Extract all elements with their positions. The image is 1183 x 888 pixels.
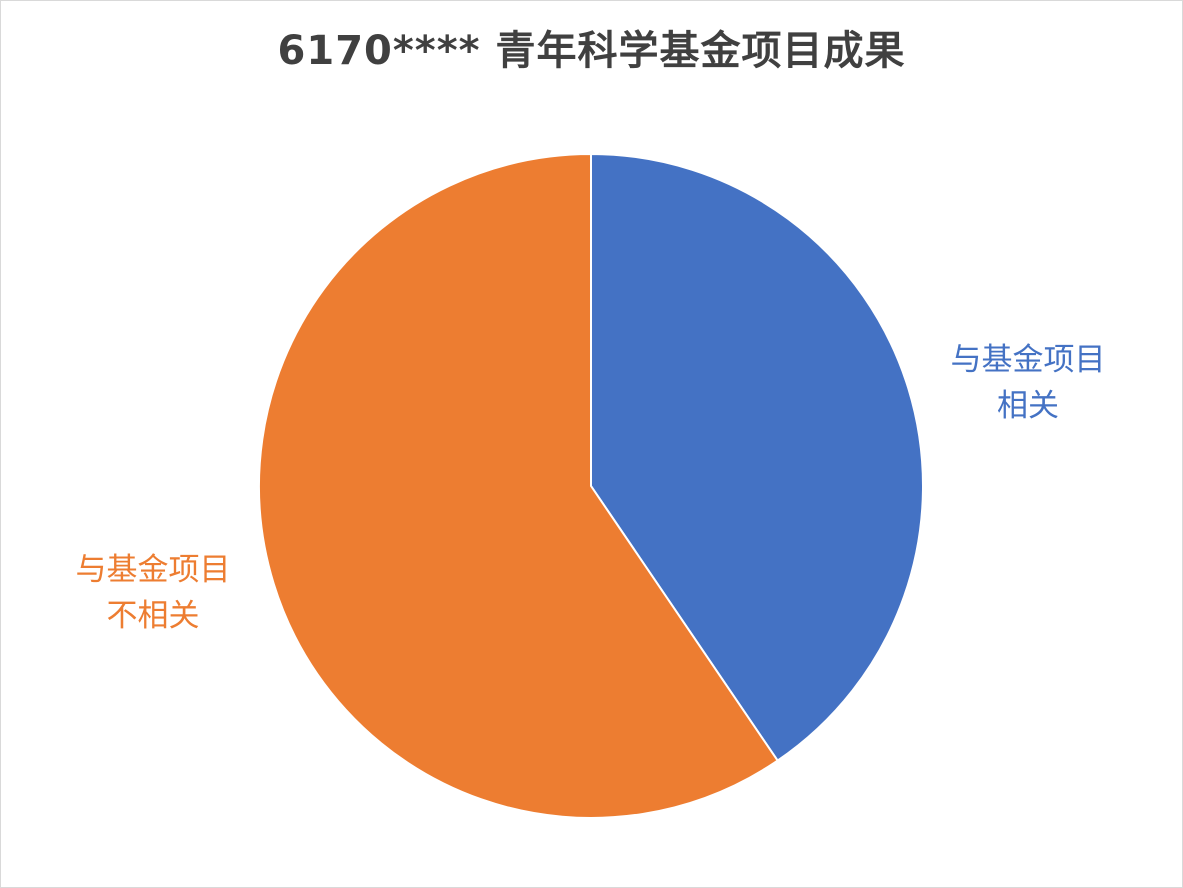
slice-label-line: 不相关 <box>107 598 200 634</box>
chart-title: 6170**** 青年科学基金项目成果 <box>277 28 906 74</box>
slice-label-line: 与基金项目 <box>76 552 231 588</box>
slice-label-line: 与基金项目 <box>951 342 1106 378</box>
slice-label-line: 相关 <box>997 388 1059 424</box>
pie-slice-2 <box>258 152 780 819</box>
slice-label-2: 与基金项目不相关 <box>76 552 231 634</box>
slice-label-1: 与基金项目相关 <box>951 342 1106 424</box>
pie-slice-1 <box>590 152 924 762</box>
